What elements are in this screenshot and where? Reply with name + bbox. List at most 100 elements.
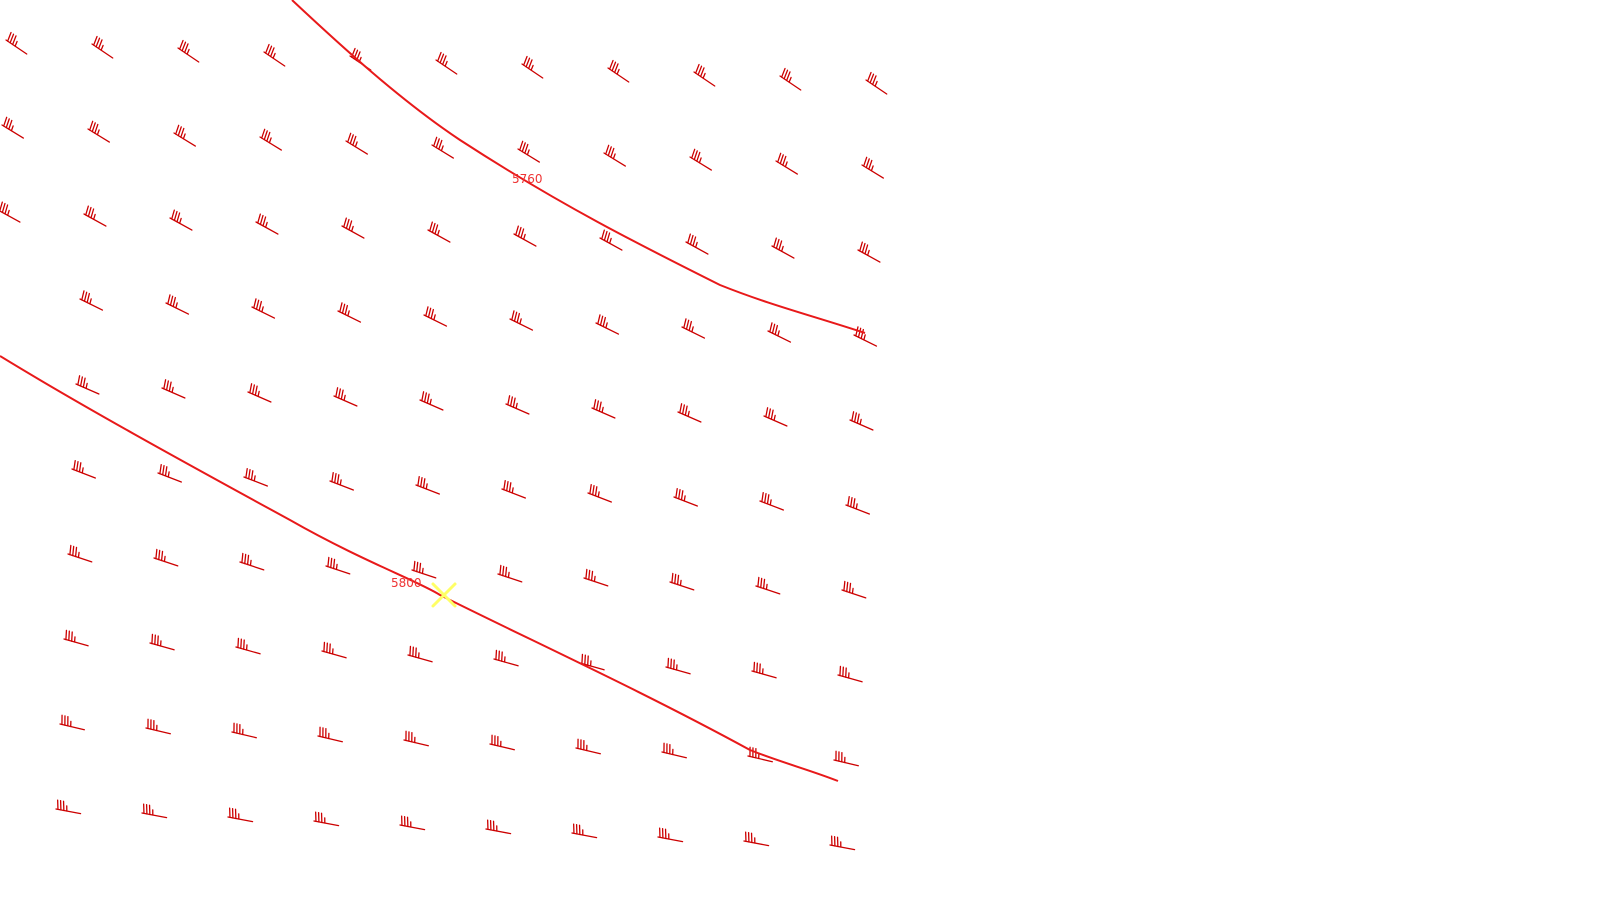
- wind-barb-icon: [485, 819, 512, 835]
- wind-barb-icon: [845, 495, 870, 515]
- wind-barb-icon: [235, 637, 261, 655]
- wind-barb-icon: [681, 318, 706, 339]
- wind-barb-icon: [583, 568, 609, 587]
- wind-barb-icon: [693, 63, 716, 87]
- wind-barb-icon: [857, 241, 881, 263]
- wind-barbs-layer: [0, 31, 888, 851]
- wind-barb-icon: [497, 564, 523, 583]
- wind-barb-icon: [157, 463, 182, 483]
- wind-barb-icon: [837, 665, 863, 683]
- wind-barb-icon: [141, 803, 168, 819]
- wind-barb-icon: [247, 383, 272, 403]
- wind-barb-icon: [759, 491, 784, 511]
- wind-barb-icon: [669, 572, 695, 591]
- wind-barb-icon: [231, 722, 257, 739]
- wind-barb-icon: [779, 67, 802, 91]
- wind-barb-icon: [677, 403, 702, 423]
- wind-barb-icon: [5, 31, 28, 55]
- wind-barb-icon: [59, 714, 85, 731]
- wind-barb-icon: [603, 144, 626, 167]
- wind-barb-icon: [427, 221, 451, 243]
- wind-barb-icon: [607, 59, 630, 83]
- wind-barb-icon: [767, 322, 792, 343]
- wind-barb-icon: [333, 387, 358, 407]
- wind-barb-icon: [841, 580, 867, 599]
- wind-barb-icon: [665, 657, 691, 675]
- contour-line-5760: [291, 0, 866, 334]
- wind-barb-icon: [313, 811, 340, 827]
- wind-barb-icon: [587, 483, 612, 503]
- wind-barb-icon: [673, 487, 698, 507]
- wind-barb-icon: [169, 209, 193, 231]
- wind-barb-icon: [579, 653, 605, 671]
- wind-barb-icon: [415, 475, 440, 495]
- wind-barb-icon: [771, 237, 795, 259]
- wind-barb-icon: [489, 734, 515, 751]
- wind-barb-icon: [431, 136, 454, 159]
- x-marker-icon[interactable]: [431, 582, 457, 608]
- wind-barb-icon: [259, 128, 282, 151]
- wind-barb-icon: [571, 823, 598, 839]
- wind-barb-icon: [227, 807, 254, 823]
- wind-barb-icon: [63, 629, 89, 647]
- wind-barb-icon: [861, 156, 884, 179]
- wind-barb-icon: [75, 375, 100, 395]
- wind-barb-icon: [1, 116, 24, 139]
- wind-barb-icon: [685, 233, 709, 255]
- wind-barb-icon: [177, 39, 200, 63]
- wind-barb-icon: [501, 479, 526, 499]
- wind-barb-icon: [91, 35, 114, 59]
- wind-barb-icon: [521, 55, 544, 79]
- wind-barb-icon: [149, 633, 175, 651]
- wind-barb-icon: [419, 391, 444, 411]
- wind-barb-icon: [145, 718, 171, 735]
- wind-barb-icon: [79, 290, 104, 311]
- wind-barb-icon: [689, 148, 712, 171]
- wind-barb-icon: [153, 548, 179, 567]
- wind-barb-icon: [239, 552, 265, 571]
- wind-barb-icon: [575, 738, 601, 755]
- wind-barb-icon: [329, 471, 354, 491]
- wind-barb-icon: [423, 306, 448, 327]
- contour-line-5800: [0, 355, 839, 782]
- wind-barb-icon: [493, 649, 519, 667]
- wind-barb-icon: [399, 815, 426, 831]
- wind-barb-icon: [591, 399, 616, 419]
- wind-barb-icon: [349, 47, 372, 71]
- wind-barb-icon: [865, 71, 888, 95]
- wind-barb-icon: [595, 314, 620, 335]
- wind-barb-icon: [173, 124, 196, 147]
- wind-barb-icon: [71, 459, 96, 479]
- wind-barb-icon: [509, 310, 534, 331]
- wind-barb-icon: [743, 831, 770, 847]
- wind-barb-icon: [751, 661, 777, 679]
- wind-barb-icon: [657, 827, 684, 843]
- wind-barb-icon: [599, 229, 623, 251]
- wind-barb-icon: [83, 205, 107, 227]
- wind-barb-icon: [763, 407, 788, 427]
- wind-barb-icon: [849, 411, 874, 431]
- wind-barb-icon: [87, 120, 110, 143]
- wind-barb-icon: [321, 641, 347, 659]
- wind-barb-icon: [505, 395, 530, 415]
- wind-barb-icon: [833, 750, 859, 767]
- wind-barb-icon: [775, 152, 798, 175]
- wind-barb-icon: [325, 556, 351, 575]
- wind-barb-icon: [251, 298, 276, 319]
- wind-barb-icon: [407, 645, 433, 663]
- wind-barb-icon: [55, 799, 82, 815]
- wind-barb-icon: [755, 576, 781, 595]
- wind-barb-icon: [317, 726, 343, 743]
- wind-barb-icon: [411, 560, 437, 579]
- wind-barb-icon: [435, 51, 458, 75]
- wind-barb-icon: [337, 302, 362, 323]
- wind-barb-icon: [517, 140, 540, 163]
- wind-barb-icon: [403, 730, 429, 747]
- wind-barb-icon: [255, 213, 279, 235]
- wind-barb-icon: [161, 379, 186, 399]
- wind-barb-icon: [513, 225, 537, 247]
- wind-barb-icon: [829, 835, 856, 851]
- wind-barb-icon: [67, 544, 93, 563]
- wind-barb-icon: [661, 742, 687, 759]
